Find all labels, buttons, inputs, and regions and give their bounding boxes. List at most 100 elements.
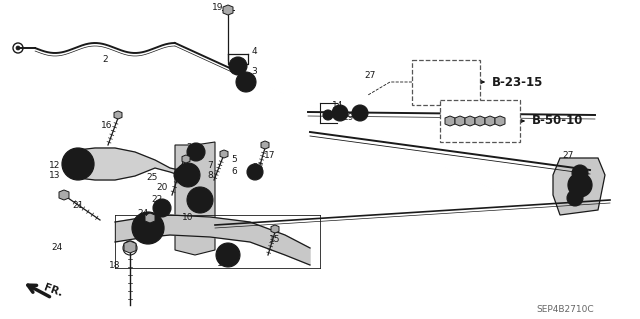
Polygon shape [485, 116, 495, 126]
Circle shape [352, 105, 368, 121]
Polygon shape [475, 116, 485, 126]
Text: 22: 22 [152, 196, 163, 204]
Text: 9: 9 [200, 191, 206, 201]
Circle shape [444, 80, 448, 84]
Text: SEP4B2710C: SEP4B2710C [536, 306, 594, 315]
Circle shape [332, 105, 348, 121]
Circle shape [174, 167, 190, 183]
Text: 17: 17 [264, 151, 276, 160]
Text: 13: 13 [49, 170, 61, 180]
Circle shape [438, 74, 454, 90]
Text: 27: 27 [563, 151, 573, 160]
Circle shape [253, 170, 257, 174]
Text: 25: 25 [147, 173, 157, 182]
Text: 27: 27 [364, 70, 376, 79]
Text: 4: 4 [251, 48, 257, 56]
Circle shape [181, 168, 195, 182]
Circle shape [567, 190, 583, 206]
Text: 2: 2 [102, 56, 108, 64]
Text: B-50-10: B-50-10 [532, 115, 584, 128]
Circle shape [323, 110, 333, 120]
Circle shape [185, 172, 191, 178]
Circle shape [572, 165, 588, 181]
Circle shape [335, 108, 345, 118]
Circle shape [243, 79, 248, 85]
Polygon shape [271, 225, 279, 233]
Circle shape [229, 57, 247, 75]
Circle shape [327, 114, 329, 116]
Circle shape [577, 182, 583, 188]
Circle shape [358, 111, 362, 115]
Circle shape [573, 178, 587, 192]
Circle shape [187, 143, 205, 161]
Text: 15: 15 [269, 235, 281, 244]
Polygon shape [114, 111, 122, 119]
Text: 29: 29 [342, 114, 354, 122]
Polygon shape [445, 116, 455, 126]
Text: 21: 21 [72, 202, 84, 211]
Circle shape [240, 76, 252, 88]
Bar [412, 60, 480, 105]
Circle shape [157, 203, 167, 213]
Circle shape [338, 111, 342, 115]
Circle shape [138, 218, 158, 238]
Polygon shape [223, 5, 233, 15]
Circle shape [568, 173, 592, 197]
Polygon shape [59, 190, 69, 200]
Circle shape [355, 108, 365, 118]
Polygon shape [124, 241, 136, 253]
Text: 8: 8 [207, 170, 213, 180]
Text: 23: 23 [179, 166, 191, 174]
Circle shape [233, 61, 243, 71]
Circle shape [177, 170, 187, 180]
Polygon shape [182, 155, 190, 163]
Text: 18: 18 [109, 261, 121, 270]
Polygon shape [553, 158, 605, 215]
Circle shape [573, 196, 577, 200]
Circle shape [68, 154, 88, 174]
Bar [440, 100, 520, 142]
Text: 7: 7 [207, 160, 213, 169]
Polygon shape [455, 116, 465, 126]
Polygon shape [78, 148, 188, 180]
Circle shape [575, 168, 585, 178]
Circle shape [16, 46, 20, 50]
Circle shape [325, 112, 331, 118]
Circle shape [176, 163, 200, 187]
Circle shape [62, 148, 94, 180]
Text: 3: 3 [251, 68, 257, 77]
Polygon shape [495, 116, 505, 126]
Text: 5: 5 [231, 155, 237, 165]
Circle shape [153, 199, 171, 217]
Circle shape [132, 212, 164, 244]
Text: 24: 24 [138, 209, 148, 218]
Text: 11: 11 [217, 258, 228, 268]
Circle shape [250, 167, 260, 177]
Circle shape [191, 147, 201, 157]
Circle shape [216, 243, 240, 267]
Polygon shape [145, 213, 155, 223]
Circle shape [578, 171, 582, 175]
Polygon shape [175, 142, 215, 255]
Text: 6: 6 [231, 167, 237, 176]
Polygon shape [115, 215, 310, 265]
Text: 23: 23 [252, 164, 264, 173]
Text: 16: 16 [101, 121, 113, 130]
Polygon shape [261, 141, 269, 149]
Circle shape [197, 197, 203, 203]
Circle shape [236, 64, 240, 68]
Circle shape [247, 164, 263, 180]
Text: B-23-15: B-23-15 [492, 76, 543, 88]
Text: FR.: FR. [42, 282, 63, 298]
Text: 12: 12 [49, 160, 61, 169]
Polygon shape [220, 150, 228, 158]
Circle shape [570, 193, 580, 203]
Circle shape [194, 150, 198, 154]
Polygon shape [465, 116, 475, 126]
Circle shape [160, 206, 164, 210]
Text: 24: 24 [51, 243, 63, 253]
Circle shape [225, 252, 231, 258]
Text: 26: 26 [186, 144, 198, 152]
Text: 10: 10 [182, 213, 194, 222]
Text: 14: 14 [332, 101, 344, 110]
